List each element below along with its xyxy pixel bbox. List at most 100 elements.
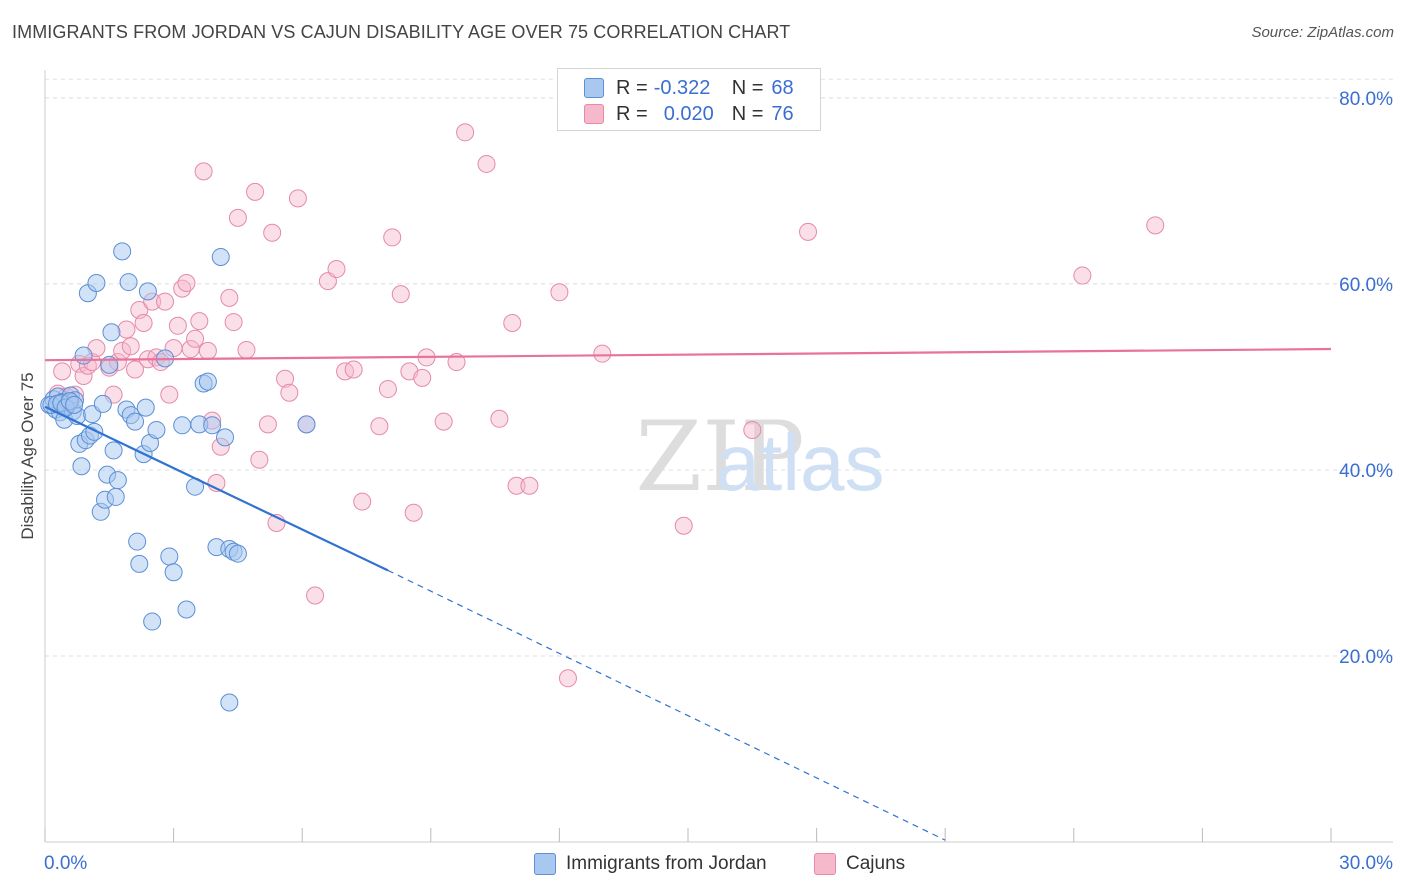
cajun-point: [194, 162, 213, 181]
legend-jordan-r: -0.322: [653, 76, 711, 99]
cajun-point: [507, 476, 526, 495]
cajun-point: [456, 123, 475, 142]
jordan-point: [216, 428, 235, 447]
axes: [44, 70, 1393, 843]
cajun-series: [48, 123, 1165, 688]
cajun-point: [224, 313, 243, 332]
jordan-point: [228, 544, 247, 563]
jordan-point: [138, 282, 157, 301]
cajun-point: [520, 476, 539, 495]
legend-n-label: N =: [731, 102, 764, 125]
jordan-point: [93, 394, 112, 413]
jordan-point: [65, 395, 84, 414]
cajun-point: [121, 337, 140, 356]
source-label: Source: ZipAtlas.com: [1251, 24, 1394, 41]
legend-cajun-r: 0.020: [663, 102, 714, 125]
cajun-point: [391, 285, 410, 304]
cajun-point: [228, 208, 247, 227]
cajun-point: [344, 360, 363, 379]
cajun-point: [306, 586, 325, 605]
cajun-point: [288, 189, 307, 208]
trend-lines: [44, 347, 1332, 841]
cajun-point: [383, 228, 402, 247]
cajun-point: [674, 516, 693, 535]
cajun-point: [503, 313, 522, 332]
x-tick-label: 30.0%: [1339, 853, 1393, 874]
cajun-point: [258, 415, 277, 434]
cajun-point: [477, 154, 496, 173]
cajun-point: [743, 420, 762, 439]
cajun-point: [198, 341, 217, 360]
legend-row-cajun: R = 0.020 N = 76: [584, 102, 794, 126]
cajun-point: [550, 283, 569, 302]
jordan-swatch: [534, 853, 556, 875]
tick-labels: 20.0% 40.0% 60.0% 80.0% 0.0% 30.0%: [44, 89, 1393, 874]
cajun-point: [74, 367, 93, 386]
jordan-point: [147, 420, 166, 439]
cajun-point: [190, 312, 209, 331]
jordan-trend-line: [44, 405, 389, 572]
cajun-point: [327, 260, 346, 279]
cajun-point: [434, 412, 453, 431]
jordan-point: [164, 563, 183, 582]
bottom-legend-cajun: Cajuns: [814, 852, 905, 876]
cajun-point: [593, 344, 612, 363]
legend-r-label: R =: [616, 102, 648, 125]
legend: R = -0.322 N = 68 R = 0.020 N = 76: [557, 68, 821, 131]
cajun-swatch: [584, 104, 604, 124]
cajun-point: [53, 362, 72, 381]
watermark-zip: ZIP: [635, 401, 804, 513]
jordan-point: [113, 242, 132, 261]
legend-jordan-n: 68: [771, 76, 794, 99]
jordan-point: [74, 346, 93, 365]
legend-n-label: N =: [731, 76, 764, 99]
jordan-point: [72, 457, 91, 476]
cajun-point: [220, 288, 239, 307]
cajun-point: [378, 380, 397, 399]
cajun-point: [404, 503, 423, 522]
cajun-swatch: [814, 853, 836, 875]
y-tick-label: 20.0%: [1339, 647, 1393, 668]
cajun-point: [250, 450, 269, 469]
jordan-swatch: [584, 78, 604, 98]
cajun-point: [280, 383, 299, 402]
cajun-point: [156, 292, 175, 311]
y-tick-label: 60.0%: [1339, 275, 1393, 296]
jordan-point: [297, 415, 316, 434]
cajun-point: [1146, 216, 1165, 235]
cajun-point: [186, 329, 205, 348]
watermark-atlas: atlas: [716, 418, 885, 507]
cajun-point: [237, 340, 256, 359]
jordan-point: [128, 532, 147, 551]
jordan-point: [203, 416, 222, 435]
bottom-legend-jordan-label: Immigrants from Jordan: [566, 853, 767, 874]
jordan-point: [126, 412, 145, 431]
jordan-point: [211, 247, 230, 266]
cajun-point: [447, 353, 466, 372]
cajun-point: [370, 417, 389, 436]
cajun-point: [276, 369, 295, 388]
gridlines: [45, 78, 1393, 657]
jordan-point: [173, 416, 192, 435]
jordan-point: [108, 471, 127, 490]
cajun-point: [353, 492, 372, 511]
jordan-point: [106, 487, 125, 506]
jordan-point: [198, 372, 217, 391]
jordan-point: [102, 323, 121, 342]
x-tick-label: 0.0%: [44, 853, 87, 874]
cajun-point: [413, 368, 432, 387]
jordan-trend-extension: [387, 569, 946, 841]
y-tick-label: 40.0%: [1339, 461, 1393, 482]
cajun-point: [134, 313, 153, 332]
cajun-point: [490, 409, 509, 428]
y-tick-label: 80.0%: [1339, 89, 1393, 110]
cajun-trend-line: [44, 347, 1332, 362]
cajun-point: [1073, 266, 1092, 285]
cajun-point: [558, 669, 577, 688]
jordan-point: [220, 693, 239, 712]
jordan-point: [160, 547, 179, 566]
legend-row-jordan: R = -0.322 N = 68: [584, 76, 794, 100]
bottom-legend-cajun-label: Cajuns: [846, 853, 906, 874]
legend-r-label: R =: [616, 76, 648, 99]
cajun-point: [799, 222, 818, 241]
